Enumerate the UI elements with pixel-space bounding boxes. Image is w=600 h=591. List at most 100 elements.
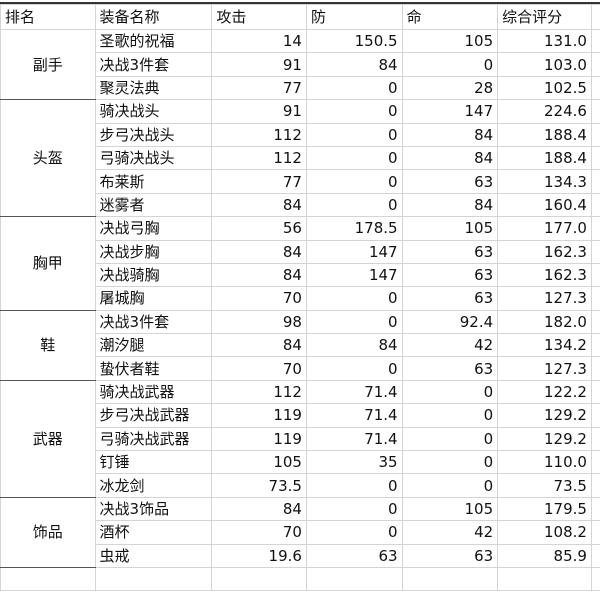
life-cell[interactable]: 105: [402, 30, 498, 53]
life-cell[interactable]: 63: [402, 287, 498, 310]
score-cell[interactable]: 188.4: [498, 123, 592, 146]
empty-cell[interactable]: [591, 146, 600, 169]
score-cell[interactable]: 129.2: [498, 427, 592, 450]
attack-cell[interactable]: 84: [212, 240, 307, 263]
category-cell[interactable]: 鞋: [1, 310, 96, 380]
empty-cell[interactable]: [402, 567, 498, 590]
empty-cell[interactable]: [591, 53, 600, 76]
attack-cell[interactable]: 98: [212, 310, 307, 333]
defense-cell[interactable]: 0: [306, 287, 402, 310]
score-cell[interactable]: 110.0: [498, 451, 592, 474]
empty-cell[interactable]: [591, 76, 600, 99]
score-cell[interactable]: 131.0: [498, 30, 592, 53]
score-cell[interactable]: 127.3: [498, 287, 592, 310]
attack-cell[interactable]: 84: [212, 193, 307, 216]
score-cell[interactable]: 73.5: [498, 474, 592, 497]
attack-cell[interactable]: 77: [212, 76, 307, 99]
item-name-cell[interactable]: 步弓决战头: [95, 123, 212, 146]
life-cell[interactable]: 0: [402, 404, 498, 427]
attack-cell[interactable]: 70: [212, 521, 307, 544]
life-cell[interactable]: 63: [402, 170, 498, 193]
attack-cell[interactable]: 84: [212, 334, 307, 357]
empty-cell[interactable]: [591, 100, 600, 123]
item-name-cell[interactable]: 潮汐腿: [95, 334, 212, 357]
defense-cell[interactable]: 0: [306, 170, 402, 193]
life-cell[interactable]: 63: [402, 544, 498, 567]
score-cell[interactable]: 182.0: [498, 310, 592, 333]
item-name-cell[interactable]: 蛰伏者鞋: [95, 357, 212, 380]
item-name-cell[interactable]: 决战骑胸: [95, 263, 212, 286]
life-cell[interactable]: 0: [402, 53, 498, 76]
attack-cell[interactable]: 112: [212, 146, 307, 169]
defense-cell[interactable]: 71.4: [306, 404, 402, 427]
item-name-cell[interactable]: 酒杯: [95, 521, 212, 544]
attack-cell[interactable]: 84: [212, 263, 307, 286]
empty-cell[interactable]: [306, 567, 402, 590]
empty-cell[interactable]: [591, 451, 600, 474]
header-cell-name[interactable]: 装备名称: [95, 5, 212, 30]
defense-cell[interactable]: 147: [306, 263, 402, 286]
defense-cell[interactable]: 84: [306, 53, 402, 76]
empty-cell[interactable]: [212, 567, 307, 590]
defense-cell[interactable]: 71.4: [306, 427, 402, 450]
defense-cell[interactable]: 0: [306, 146, 402, 169]
score-cell[interactable]: 108.2: [498, 521, 592, 544]
score-cell[interactable]: 162.3: [498, 263, 592, 286]
category-cell[interactable]: 副手: [1, 30, 96, 100]
life-cell[interactable]: 42: [402, 521, 498, 544]
score-cell[interactable]: 127.3: [498, 357, 592, 380]
defense-cell[interactable]: 147: [306, 240, 402, 263]
defense-cell[interactable]: 0: [306, 76, 402, 99]
item-name-cell[interactable]: 决战步胸: [95, 240, 212, 263]
item-name-cell[interactable]: 屠城胸: [95, 287, 212, 310]
empty-cell[interactable]: [591, 263, 600, 286]
life-cell[interactable]: 0: [402, 474, 498, 497]
empty-cell[interactable]: [591, 544, 600, 567]
defense-cell[interactable]: 0: [306, 193, 402, 216]
empty-cell[interactable]: [591, 123, 600, 146]
item-name-cell[interactable]: 决战3饰品: [95, 497, 212, 520]
item-name-cell[interactable]: 冰龙剑: [95, 474, 212, 497]
item-name-cell[interactable]: 聚灵法典: [95, 76, 212, 99]
life-cell[interactable]: 42: [402, 334, 498, 357]
empty-cell[interactable]: [95, 567, 212, 590]
score-cell[interactable]: 160.4: [498, 193, 592, 216]
defense-cell[interactable]: 0: [306, 310, 402, 333]
item-name-cell[interactable]: 骑决战头: [95, 100, 212, 123]
item-name-cell[interactable]: 迷雾者: [95, 193, 212, 216]
item-name-cell[interactable]: 决战3件套: [95, 53, 212, 76]
header-cell-defense[interactable]: 防: [306, 5, 402, 30]
empty-cell[interactable]: [591, 334, 600, 357]
attack-cell[interactable]: 119: [212, 404, 307, 427]
empty-cell[interactable]: [591, 497, 600, 520]
life-cell[interactable]: 63: [402, 240, 498, 263]
defense-cell[interactable]: 0: [306, 497, 402, 520]
score-cell[interactable]: 179.5: [498, 497, 592, 520]
score-cell[interactable]: 122.2: [498, 380, 592, 403]
empty-cell[interactable]: [591, 404, 600, 427]
score-cell[interactable]: 103.0: [498, 53, 592, 76]
item-name-cell[interactable]: 步弓决战武器: [95, 404, 212, 427]
defense-cell[interactable]: 0: [306, 521, 402, 544]
life-cell[interactable]: 28: [402, 76, 498, 99]
defense-cell[interactable]: 71.4: [306, 380, 402, 403]
item-name-cell[interactable]: 弓骑决战武器: [95, 427, 212, 450]
score-cell[interactable]: 102.5: [498, 76, 592, 99]
item-name-cell[interactable]: 圣歌的祝福: [95, 30, 212, 53]
attack-cell[interactable]: 105: [212, 451, 307, 474]
life-cell[interactable]: 105: [402, 217, 498, 240]
attack-cell[interactable]: 70: [212, 287, 307, 310]
life-cell[interactable]: 0: [402, 451, 498, 474]
attack-cell[interactable]: 73.5: [212, 474, 307, 497]
life-cell[interactable]: 84: [402, 123, 498, 146]
header-cell-score[interactable]: 综合评分: [498, 5, 592, 30]
score-cell[interactable]: 224.6: [498, 100, 592, 123]
empty-cell[interactable]: [591, 567, 600, 590]
empty-cell[interactable]: [591, 5, 600, 30]
empty-cell[interactable]: [591, 427, 600, 450]
life-cell[interactable]: 84: [402, 193, 498, 216]
attack-cell[interactable]: 112: [212, 123, 307, 146]
attack-cell[interactable]: 19.6: [212, 544, 307, 567]
category-cell[interactable]: 胸甲: [1, 217, 96, 311]
item-name-cell[interactable]: 弓骑决战头: [95, 146, 212, 169]
